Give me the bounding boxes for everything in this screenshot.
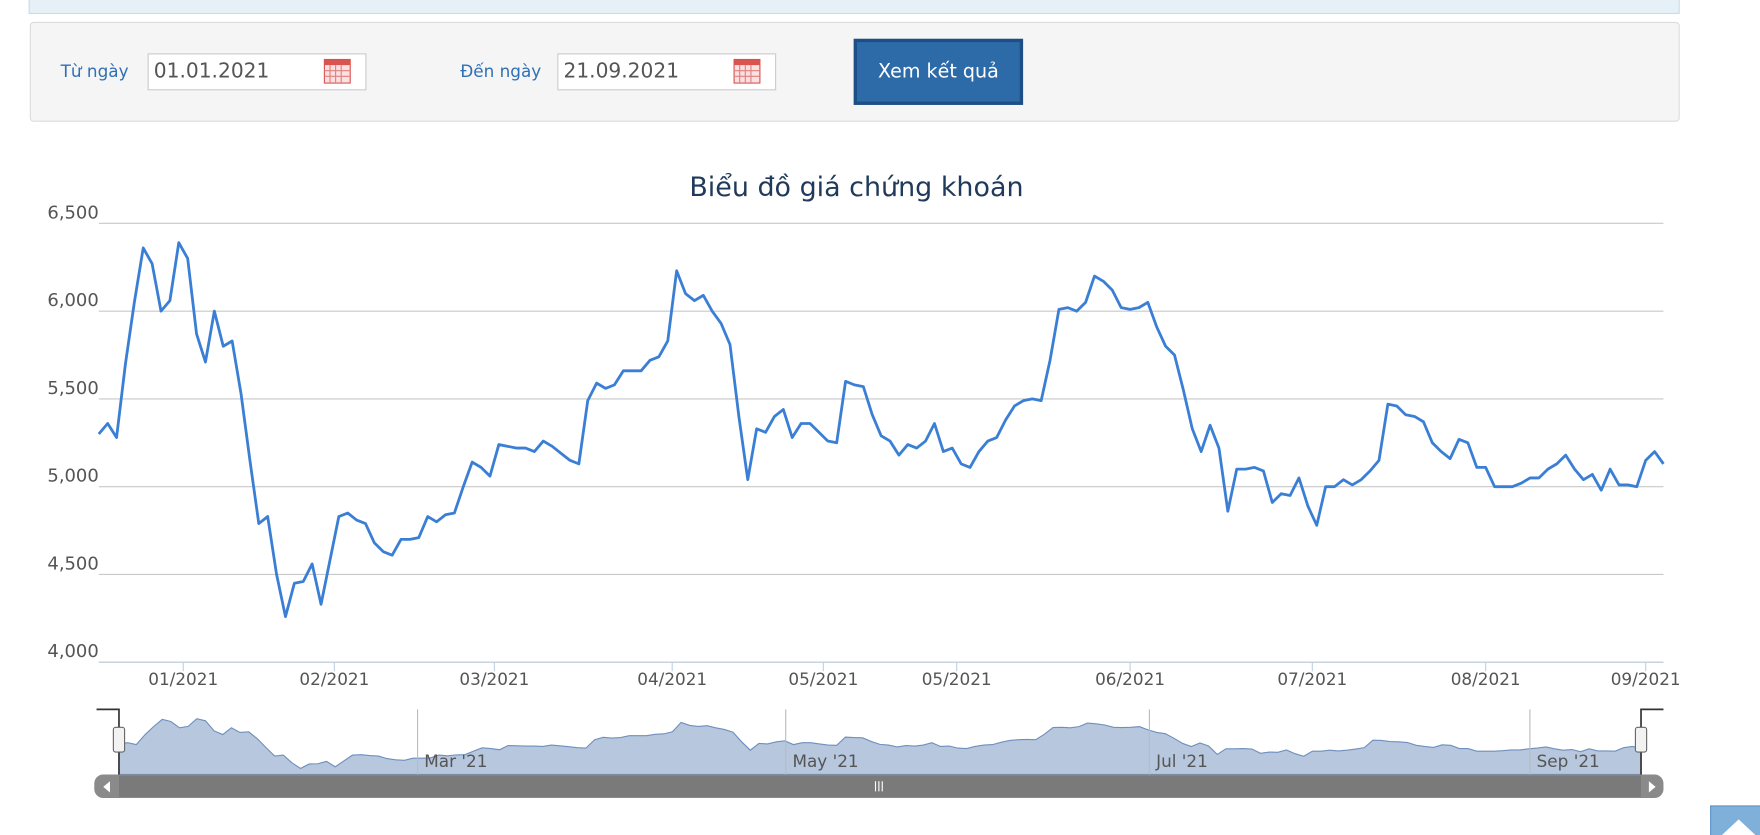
x-tick-label: 03/2021	[459, 669, 529, 689]
navigator-area	[118, 718, 1642, 776]
y-tick-label: 4,000	[47, 641, 98, 662]
x-tick-label: 01/2021	[148, 669, 218, 689]
navigator-mask-edge	[96, 708, 1664, 775]
scroll-left-arrow	[103, 781, 111, 793]
y-tick-label: 5,500	[47, 378, 98, 399]
to-value: 21.09.2021	[563, 58, 679, 82]
navigator-handle[interactable]	[112, 726, 126, 753]
x-tick-label: 04/2021	[637, 669, 707, 689]
y-tick-label: 5,000	[47, 466, 98, 487]
y-tick-label: 6,500	[47, 202, 98, 223]
navigator-label: Jul '21	[1155, 751, 1208, 771]
button-label: Xem kết quả	[878, 60, 999, 82]
price-line	[97, 241, 1665, 619]
navigator-label: Sep '21	[1537, 751, 1600, 771]
scrollbar-thumb	[118, 775, 1642, 797]
y-tick-label: 4,500	[47, 553, 98, 574]
navigator-handle[interactable]	[1634, 726, 1648, 753]
scrollbar-grip	[874, 781, 883, 792]
calendar-icon[interactable]	[323, 58, 351, 84]
calendar-icon[interactable]	[733, 58, 761, 84]
to-label: Đến ngày	[460, 61, 541, 81]
submit-button[interactable]	[853, 38, 1024, 105]
y-tick-label: 6,000	[47, 290, 98, 311]
from-label: Từ ngày	[60, 61, 129, 81]
top-bar	[28, 0, 1680, 15]
scroll-right-arrow	[1648, 781, 1656, 793]
navigator-label: Mar '21	[424, 751, 487, 771]
x-tick-label: 05/2021	[922, 669, 992, 689]
x-tick-label: 08/2021	[1451, 669, 1521, 689]
from-value: 01.01.2021	[154, 58, 270, 82]
navigator-label: May '21	[792, 751, 858, 771]
x-tick-label: 02/2021	[299, 669, 369, 689]
scroll-top-button[interactable]	[1710, 805, 1760, 835]
x-tick-label: 09/2021	[1611, 669, 1681, 689]
chart-title: Biểu đồ giá chứng khoán	[689, 172, 1023, 203]
x-tick-label: 05/2021	[788, 669, 858, 689]
x-tick-label: 06/2021	[1095, 669, 1165, 689]
x-tick-label: 07/2021	[1277, 669, 1347, 689]
